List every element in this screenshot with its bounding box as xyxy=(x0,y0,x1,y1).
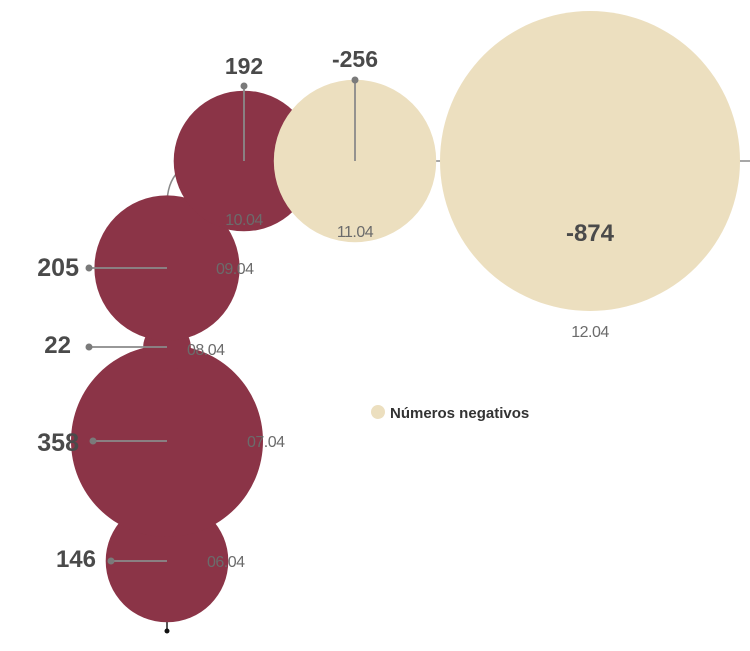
legend: Números negativos xyxy=(371,405,529,422)
leader-dot-06-04 xyxy=(107,557,115,565)
timeline-end-dot xyxy=(164,628,170,634)
labels-layer: 146 06.04 358 07.04 22 08.04 205 09.04 192 10.04 -… xyxy=(37,46,614,573)
value-label-10-04: 192 xyxy=(225,53,263,79)
value-label-08-04: 22 xyxy=(44,332,71,359)
leader-dot-07-04 xyxy=(89,437,97,445)
value-label-09-04: 205 xyxy=(37,254,79,282)
legend-swatch xyxy=(371,405,385,419)
date-label-12-04: 12.04 xyxy=(571,324,609,341)
date-label-08-04: 08.04 xyxy=(187,342,225,359)
legend-label: Números negativos xyxy=(390,405,529,422)
value-label-11-04: -256 xyxy=(332,46,378,72)
date-label-07-04: 07.04 xyxy=(247,434,285,451)
value-label-12-04: -874 xyxy=(566,220,615,247)
bubbles-layer xyxy=(71,11,740,623)
leader-dot-09-04 xyxy=(85,264,93,272)
date-label-09-04: 09.04 xyxy=(216,261,254,278)
leader-dot-08-04 xyxy=(85,343,93,351)
value-label-07-04: 358 xyxy=(37,429,79,457)
value-label-06-04: 146 xyxy=(56,546,96,573)
date-label-11-04: 11.04 xyxy=(337,224,374,241)
leader-dot-11-04 xyxy=(351,76,359,84)
leader-dot-10-04 xyxy=(240,82,248,90)
date-label-06-04: 06.04 xyxy=(207,554,245,571)
date-label-10-04: 10.04 xyxy=(225,212,263,229)
leaders-layer xyxy=(85,76,359,565)
bubble-12-04 xyxy=(440,11,740,311)
